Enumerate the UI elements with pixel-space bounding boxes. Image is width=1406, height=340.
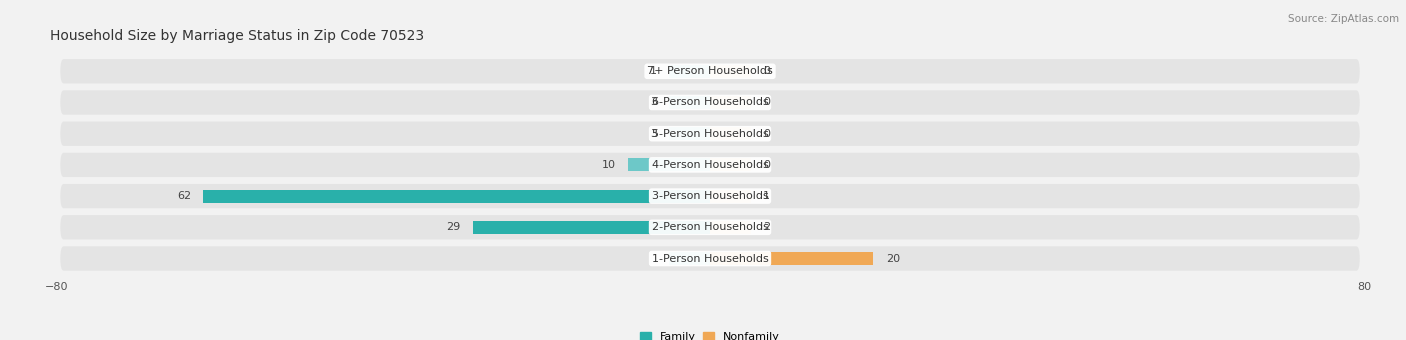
Text: 6-Person Households: 6-Person Households: [651, 98, 769, 107]
Bar: [710, 158, 751, 171]
FancyBboxPatch shape: [60, 59, 1360, 83]
Bar: [669, 252, 710, 265]
FancyBboxPatch shape: [60, 184, 1360, 208]
Text: Source: ZipAtlas.com: Source: ZipAtlas.com: [1288, 14, 1399, 23]
Bar: [710, 190, 751, 203]
FancyBboxPatch shape: [60, 215, 1360, 239]
Bar: [669, 65, 710, 78]
FancyBboxPatch shape: [60, 153, 1360, 177]
Text: 0: 0: [763, 129, 770, 139]
FancyBboxPatch shape: [60, 90, 1360, 115]
Text: 1-Person Households: 1-Person Households: [651, 254, 769, 264]
Text: 3-Person Households: 3-Person Households: [651, 191, 769, 201]
FancyBboxPatch shape: [60, 246, 1360, 271]
Bar: [669, 96, 710, 109]
Bar: [669, 127, 710, 140]
Text: 0: 0: [763, 66, 770, 76]
Bar: [710, 221, 751, 234]
FancyBboxPatch shape: [60, 121, 1360, 146]
Text: 1: 1: [650, 66, 657, 76]
Text: 7+ Person Households: 7+ Person Households: [647, 66, 773, 76]
Bar: [710, 127, 751, 140]
Text: 62: 62: [177, 191, 191, 201]
Bar: [710, 96, 751, 109]
Text: 2: 2: [763, 222, 770, 232]
Text: 10: 10: [602, 160, 616, 170]
Bar: [628, 158, 710, 171]
Legend: Family, Nonfamily: Family, Nonfamily: [636, 327, 785, 340]
Bar: [710, 65, 751, 78]
Text: 2-Person Households: 2-Person Households: [651, 222, 769, 232]
Text: 3: 3: [650, 98, 657, 107]
Text: 1: 1: [763, 191, 770, 201]
Text: 0: 0: [763, 160, 770, 170]
Text: 5-Person Households: 5-Person Households: [651, 129, 769, 139]
Text: 0: 0: [763, 98, 770, 107]
Text: 4-Person Households: 4-Person Households: [651, 160, 769, 170]
Bar: [710, 252, 873, 265]
Text: 29: 29: [447, 222, 461, 232]
Bar: [204, 190, 710, 203]
Text: 20: 20: [886, 254, 900, 264]
Text: 3: 3: [650, 129, 657, 139]
Text: Household Size by Marriage Status in Zip Code 70523: Household Size by Marriage Status in Zip…: [49, 29, 423, 43]
Bar: [472, 221, 710, 234]
